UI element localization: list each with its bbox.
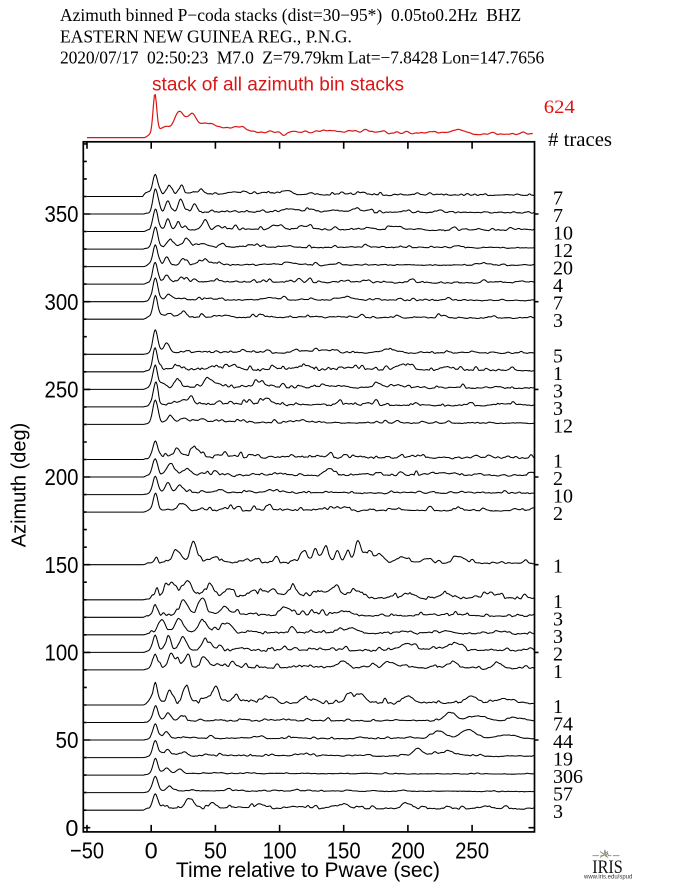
svg-text:10: 10	[553, 223, 573, 245]
svg-text:250: 250	[45, 377, 79, 403]
svg-text:EASTERN NEW GUINEA REG., P.N.G: EASTERN NEW GUINEA REG., P.N.G.	[60, 27, 352, 47]
svg-text:100: 100	[263, 837, 297, 863]
svg-text:7: 7	[553, 293, 563, 315]
svg-text:200: 200	[45, 464, 79, 490]
svg-text:74: 74	[553, 714, 573, 736]
svg-text:7: 7	[553, 188, 563, 210]
svg-text:Azimuth binned P−coda stacks (: Azimuth binned P−coda stacks (dist=30−95…	[60, 5, 521, 25]
svg-text:1: 1	[553, 661, 563, 683]
svg-text:−50: −50	[70, 837, 104, 863]
svg-text:1: 1	[553, 556, 563, 578]
svg-text:5: 5	[553, 345, 563, 367]
svg-text:44: 44	[553, 731, 573, 753]
svg-text:10: 10	[553, 486, 573, 508]
svg-text:12: 12	[553, 240, 573, 262]
svg-text:20: 20	[553, 258, 573, 280]
svg-text:1: 1	[553, 696, 563, 718]
svg-text:12: 12	[553, 415, 573, 437]
svg-text:3: 3	[553, 398, 563, 420]
svg-text:3: 3	[553, 608, 563, 630]
svg-text:306: 306	[553, 766, 583, 788]
svg-text:0: 0	[65, 815, 78, 841]
svg-text:1: 1	[553, 363, 563, 385]
svg-text:624: 624	[544, 97, 576, 118]
svg-text:3: 3	[553, 801, 563, 823]
svg-text:19: 19	[553, 749, 573, 771]
svg-text:stack of all azimuth bin stack: stack of all azimuth bin stacks	[152, 73, 404, 95]
svg-text:250: 250	[455, 837, 489, 863]
svg-text:3: 3	[553, 626, 563, 648]
svg-text:50: 50	[204, 837, 227, 863]
svg-text:Azimuth (deg): Azimuth (deg)	[9, 423, 31, 548]
svg-text:50: 50	[56, 727, 79, 753]
svg-text:IRIS: IRIS	[592, 857, 623, 878]
svg-text:1: 1	[553, 591, 563, 613]
svg-text:2: 2	[553, 643, 563, 665]
svg-text:300: 300	[45, 289, 79, 315]
svg-text:150: 150	[327, 837, 361, 863]
svg-text:7: 7	[553, 205, 563, 227]
svg-text:200: 200	[391, 837, 425, 863]
svg-text:100: 100	[45, 640, 79, 666]
svg-text:4: 4	[553, 275, 563, 297]
svg-text:3: 3	[553, 310, 563, 332]
svg-text:150: 150	[45, 552, 79, 578]
svg-text:www.iris.edu/spud: www.iris.edu/spud	[583, 875, 632, 881]
svg-text:0: 0	[145, 837, 158, 863]
svg-text:# traces: # traces	[548, 129, 612, 151]
svg-text:3: 3	[553, 380, 563, 402]
svg-text:57: 57	[553, 784, 573, 806]
svg-text:1: 1	[553, 451, 563, 473]
svg-text:Time relative to Pwave (sec): Time relative to Pwave (sec)	[176, 859, 440, 882]
svg-text:2: 2	[553, 503, 563, 525]
svg-text:350: 350	[45, 201, 79, 227]
svg-text:2020/07/17 02:50:23 M7.0 Z=: 2020/07/17 02:50:23 M7.0 Z=79.79km Lat=−…	[60, 48, 544, 68]
svg-text:2: 2	[553, 468, 563, 490]
